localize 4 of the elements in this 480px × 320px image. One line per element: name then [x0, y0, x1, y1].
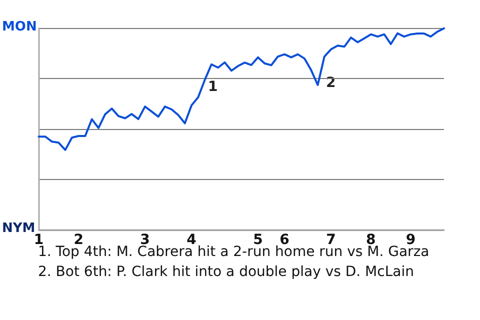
text: MON [2, 19, 37, 34]
annotation: 1 [208, 79, 218, 95]
text: NYM [2, 221, 36, 236]
text: 2. Bot 6th: P. Clark hit into a double play vs D. McLain [38, 264, 414, 280]
